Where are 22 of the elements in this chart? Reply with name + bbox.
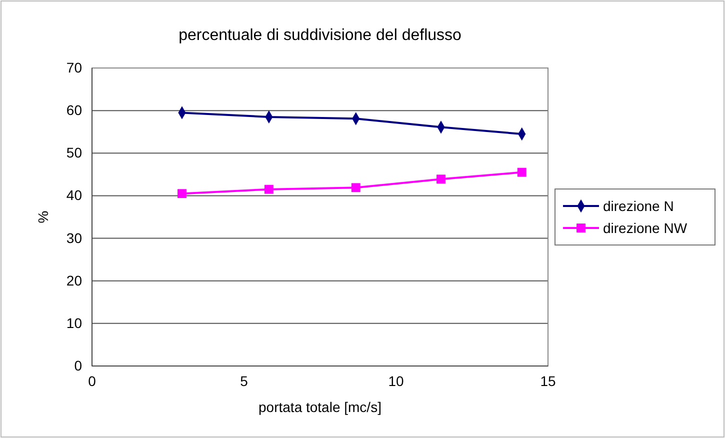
y-axis-title: %	[35, 210, 51, 224]
x-axis-title: portata totale [mc/s]	[258, 399, 382, 415]
point	[264, 184, 274, 194]
point	[178, 189, 186, 198]
y-tick-label: 60	[66, 102, 82, 118]
y-tick-label: 40	[66, 187, 82, 204]
y-tick-label: 20	[66, 272, 82, 288]
x-tick-label: 0	[88, 372, 96, 389]
y-tick-label: 10	[66, 314, 82, 331]
point	[436, 174, 446, 184]
legend-label: direzione N	[603, 198, 674, 214]
legend-label: direzione NW	[603, 220, 688, 236]
x-tick-label: 5	[240, 372, 248, 389]
y-tick-label: 70	[66, 59, 82, 76]
x-tick-label: 10	[388, 372, 404, 389]
y-tick-label: 30	[66, 230, 82, 246]
point	[351, 183, 360, 192]
y-tick-label: 0	[74, 357, 82, 374]
x-tick-label: 15	[540, 372, 556, 389]
y-tick-label: 50	[66, 144, 82, 161]
point	[517, 168, 526, 177]
chart-title: percentuale di suddivisione del deflusso	[178, 27, 462, 44]
